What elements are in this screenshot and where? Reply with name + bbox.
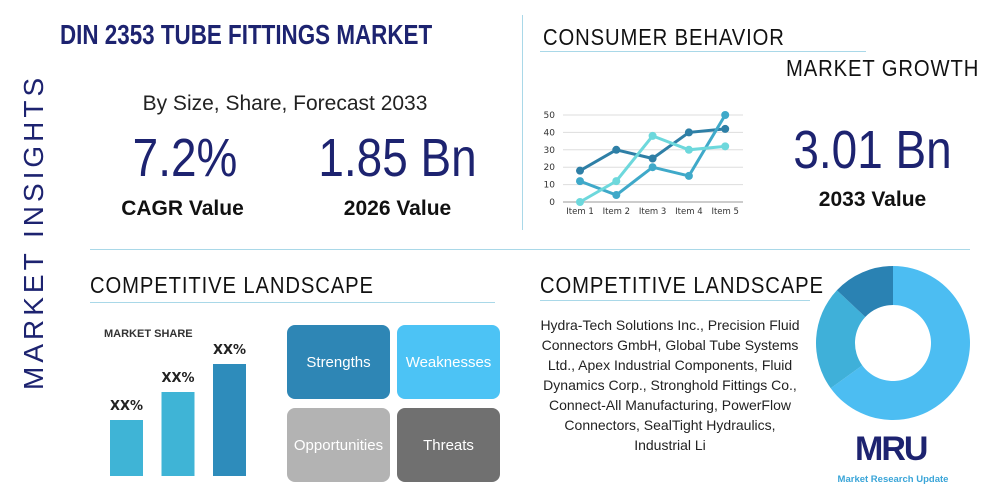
line-chart: 0 10 20 30 40 50 Item 1 Item 2 Item 3 Item 4 Item … <box>544 111 743 217</box>
data-point <box>648 131 657 140</box>
x-tick-label: Item 5 <box>711 207 738 217</box>
x-tick-label: Item 2 <box>603 207 630 217</box>
data-point <box>684 171 693 180</box>
bar-data-label: XX% <box>213 343 246 358</box>
bar-data-label: XX% <box>110 399 143 414</box>
competitive-landscape-title-right: COMPETITIVE LANDSCAPE <box>540 272 824 298</box>
logo: MRU <box>855 430 928 468</box>
data-point <box>721 142 730 151</box>
data-point <box>648 154 657 163</box>
divider <box>522 15 523 230</box>
value-2026-label: 2026 Value <box>343 197 452 220</box>
bar-data-label: XX% <box>161 371 194 386</box>
data-point <box>721 111 730 119</box>
data-point <box>684 145 693 154</box>
x-tick-label: Item 4 <box>675 207 702 217</box>
donut-slice <box>836 266 893 317</box>
divider <box>90 302 495 303</box>
threats-label: Threats <box>423 436 474 454</box>
donut-chart <box>816 266 970 420</box>
bar <box>110 420 143 476</box>
divider <box>90 249 970 250</box>
swot-weaknesses: Weaknesses <box>397 325 500 399</box>
y-tick-label: 30 <box>544 146 556 156</box>
value-2033-label: 2033 Value <box>818 188 927 211</box>
donut-slice <box>830 266 970 420</box>
x-tick-label: Item 3 <box>639 207 666 217</box>
y-tick-label: 10 <box>544 181 556 191</box>
swot-opportunities: Opportunities <box>287 408 390 482</box>
data-point <box>684 128 693 137</box>
swot-threats: Threats <box>397 408 500 482</box>
data-point <box>612 177 621 186</box>
market-growth-title: MARKET GROWTH <box>786 55 980 81</box>
data-point <box>576 166 584 175</box>
bar <box>213 364 246 476</box>
donut-slice <box>816 290 866 389</box>
y-tick-label: 40 <box>544 128 556 138</box>
swot-strengths: Strengths <box>287 325 390 399</box>
x-tick-label: Item 1 <box>566 207 593 217</box>
side-label: MARKET INSIGHTS <box>18 73 49 390</box>
market-share-label: MARKET SHARE <box>104 328 193 340</box>
divider <box>540 51 866 52</box>
y-tick-label: 50 <box>544 111 556 121</box>
bar-chart: XX% XX% XX% <box>110 343 246 476</box>
cagr-label: CAGR Value <box>121 197 244 220</box>
data-point <box>612 145 621 154</box>
data-point <box>576 198 584 206</box>
data-point <box>612 191 621 200</box>
page-title: DIN 2353 TUBE FITTINGS MARKET <box>60 19 433 50</box>
cagr-value: 7.2% <box>132 128 238 188</box>
y-tick-label: 20 <box>544 163 556 173</box>
opportunities-label: Opportunities <box>293 436 384 454</box>
logo-tagline: Market Research Update <box>837 474 949 485</box>
data-point <box>648 163 657 172</box>
divider <box>540 300 810 301</box>
consumer-behavior-title: CONSUMER BEHAVIOR <box>543 24 785 50</box>
value-2026: 1.85 Bn <box>318 128 477 188</box>
value-2033: 3.01 Bn <box>793 120 952 180</box>
y-tick-label: 0 <box>549 198 555 208</box>
data-point <box>576 177 584 186</box>
bar <box>161 392 195 476</box>
subtitle: By Size, Share, Forecast 2033 <box>142 92 428 115</box>
weaknesses-label: Weaknesses <box>405 353 492 371</box>
company-list: Hydra-Tech Solutions Inc., Precision Flu… <box>540 317 800 453</box>
data-point <box>721 124 730 133</box>
competitive-landscape-title: COMPETITIVE LANDSCAPE <box>90 272 374 298</box>
strengths-label: Strengths <box>306 353 371 371</box>
